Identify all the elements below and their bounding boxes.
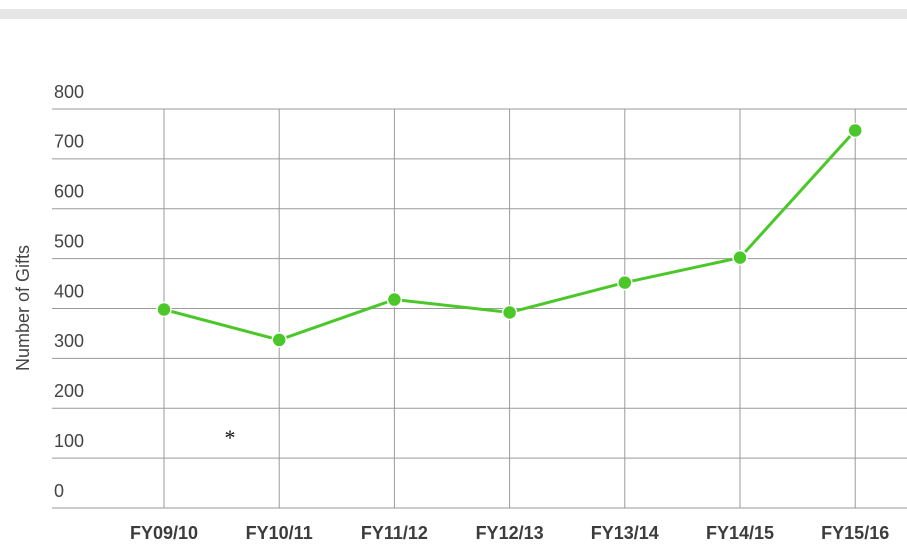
y-tick-label: 600 bbox=[54, 182, 84, 202]
point bbox=[847, 122, 863, 139]
top-bar bbox=[0, 9, 907, 19]
y-tick-label: 100 bbox=[54, 431, 84, 451]
y-tick-label: 200 bbox=[54, 381, 84, 401]
y-tick-label: 0 bbox=[54, 481, 64, 501]
y-axis-label: Number of Gifts bbox=[13, 245, 33, 371]
point bbox=[617, 274, 633, 291]
y-tick-label: 300 bbox=[54, 331, 84, 351]
y-tick-label: 500 bbox=[54, 231, 84, 251]
x-tick-label: FY12/13 bbox=[476, 523, 544, 543]
x-tick-label: FY15/16 bbox=[821, 523, 889, 543]
y-tick-label: 400 bbox=[54, 281, 84, 301]
point bbox=[271, 332, 287, 348]
x-tick-label: FY10/11 bbox=[246, 523, 313, 543]
x-tick-label: FY09/10 bbox=[130, 523, 198, 543]
point bbox=[386, 291, 403, 308]
point bbox=[501, 304, 518, 321]
x-tick-label: FY11/12 bbox=[361, 523, 428, 543]
y-tick-label: 700 bbox=[54, 132, 84, 152]
x-tick-label: FY14/15 bbox=[706, 523, 774, 543]
y-tick-label: 800 bbox=[54, 82, 84, 102]
point bbox=[156, 301, 172, 318]
x-tick-label: FY13/14 bbox=[591, 523, 659, 543]
annotation: * bbox=[225, 425, 236, 450]
point bbox=[732, 249, 748, 266]
